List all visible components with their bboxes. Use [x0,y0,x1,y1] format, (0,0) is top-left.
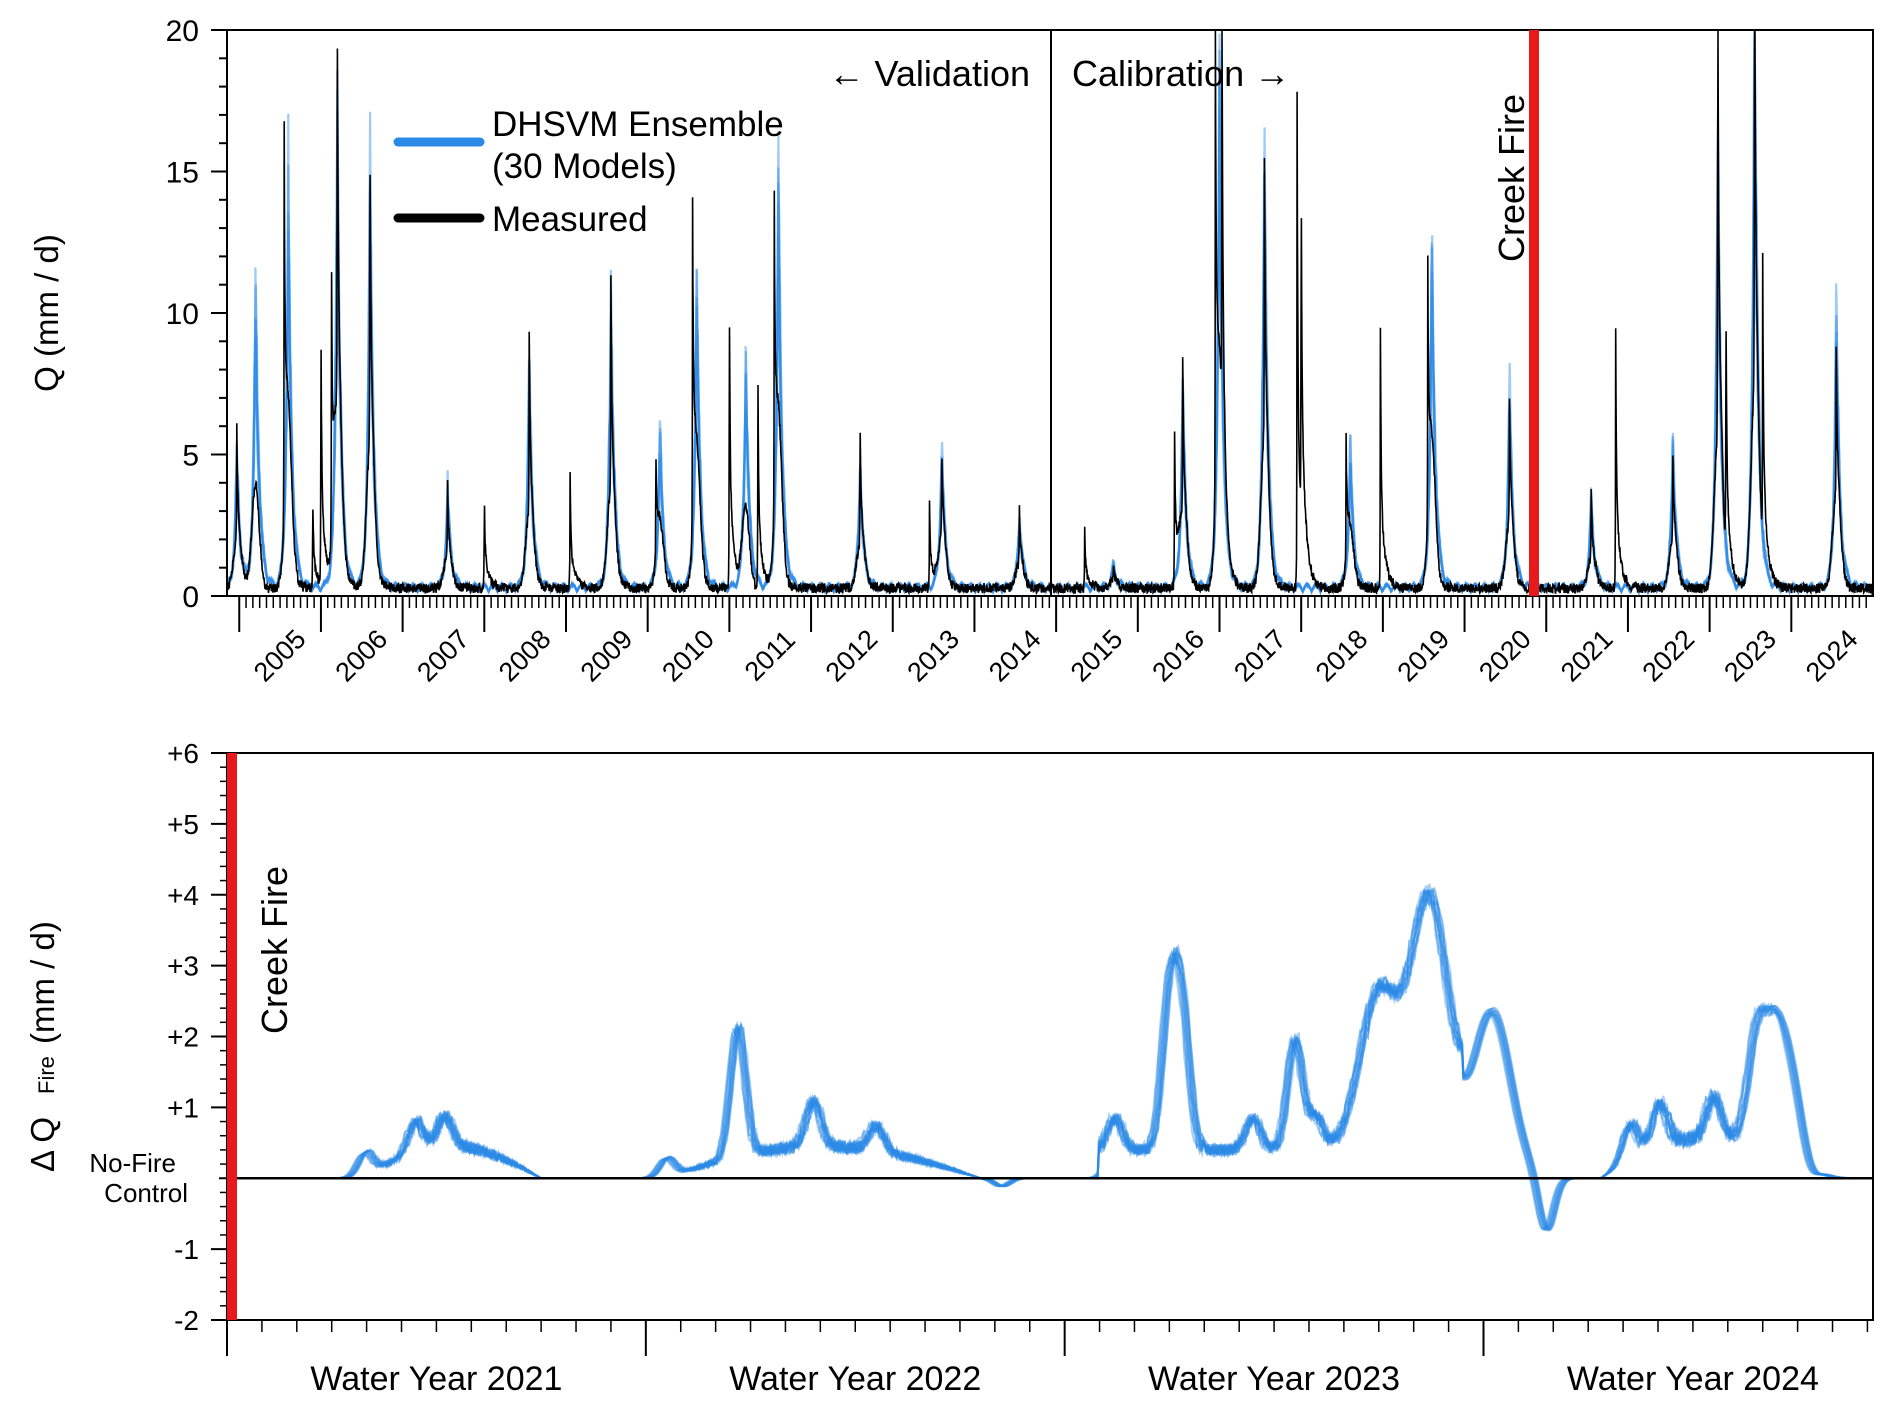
top-x-tick-label: 2023 [1718,624,1782,688]
top-x-tick-label: 2005 [248,624,312,688]
ensemble-member-line [225,83,1874,597]
ensemble-member-line [225,29,1874,597]
delta-q-unit: (mm / d) [24,921,61,1044]
top-y-tick-label: 10 [166,298,199,331]
bottom-y-tick-label: +3 [167,951,199,982]
top-x-tick-label: 2017 [1228,624,1292,688]
top-x-tick-label: 2008 [493,624,557,688]
ensemble-member-line [225,49,1874,596]
top-x-tick-label: 2024 [1800,624,1864,688]
top-x-tick-label: 2013 [901,624,965,688]
legend: DHSVM Ensemble (30 Models) Measured [393,105,784,239]
delta-q-label: Δ Q [24,1117,61,1172]
no-fire-label: No-Fire [89,1148,176,1178]
bottom-y-tick-label: +4 [167,880,199,911]
top-x-tick-label: 2022 [1637,624,1701,688]
ensemble-member-line [226,107,1874,597]
top-x-tick-label: 2019 [1392,624,1456,688]
ensemble-member-line [226,29,1874,597]
bottom-creek-fire-bar [227,753,237,1320]
ensemble-member-line [226,113,1874,597]
top-creek-fire-label: Creek Fire [1491,94,1532,262]
top-x-tick-label: 2010 [656,624,720,688]
measured-line [226,29,1874,596]
calibration-label: Calibration → [1072,53,1290,94]
top-x-tick-label: 2011 [739,625,801,687]
bottom-panel: -2-1+1+2+3+4+5+6 Water Year 2021 Water Ye… [24,738,1874,1398]
bottom-y-tick-label: -1 [174,1234,199,1265]
top-y-axis-label: Q (mm / d) [28,234,65,392]
top-y-tick-label: 15 [166,157,199,190]
bottom-y-tick-label: +1 [167,1092,199,1123]
bottom-y-tick-label: +5 [167,809,199,840]
legend-ensemble-label: DHSVM Ensemble [492,105,784,144]
bottom-x-tick-label: Water Year 2023 [1148,1360,1400,1398]
top-x-tick-label: 2014 [983,624,1047,688]
top-x-tick-label: 2015 [1065,624,1129,688]
bottom-y-tick-label: -2 [174,1305,199,1336]
top-y-tick-label: 20 [166,15,199,48]
top-x-axis: 2005 2006 2007 2008 2009 2010 2011 2012 2013 2014… [238,596,1867,688]
top-y-tick-label: 0 [182,581,199,614]
legend-measured-label: Measured [492,200,648,239]
validation-label: ← Validation [829,53,1030,94]
bottom-y-axis: -2 -1 +1 +2 +3 +4 +5 +6 [167,738,227,1336]
top-measured-series [226,29,1874,596]
bottom-y-tick-label: +6 [167,738,199,769]
top-x-tick-label: 2007 [411,624,475,688]
top-x-tick-label: 2021 [1555,624,1619,688]
top-ensemble-series [225,29,1874,597]
bottom-x-axis: Water Year 2021 Water Year 2022 Water Year… [226,1320,1869,1398]
bottom-x-tick-label: Water Year 2024 [1567,1360,1819,1398]
delta-q-subscript: Fire [34,1056,59,1094]
control-label: Control [104,1178,188,1208]
top-panel: 0 5 10 15 20 2005 2006 2007 2008 2009 2010 2011 201… [28,15,1874,688]
top-y-tick-label: 5 [182,440,199,473]
bottom-y-axis-label: Δ Q Fire (mm / d) [24,921,61,1172]
bottom-x-tick-label: Water Year 2022 [729,1360,981,1398]
top-x-tick-label: 2009 [575,624,639,688]
bottom-creek-fire-label: Creek Fire [254,866,295,1034]
top-x-tick-label: 2006 [330,624,394,688]
top-x-tick-label: 2012 [820,624,884,688]
bottom-x-tick-label: Water Year 2021 [310,1360,562,1398]
legend-ensemble-sublabel: (30 Models) [492,147,677,186]
bottom-plot-frame [226,752,1874,1321]
top-creek-fire-bar [1528,30,1539,596]
top-x-tick-label: 2018 [1310,624,1374,688]
bottom-y-tick-label: +2 [167,1022,199,1053]
top-y-axis: 0 5 10 15 20 [166,15,227,614]
top-x-tick-label: 2020 [1473,624,1537,688]
top-x-tick-label: 2016 [1146,624,1210,688]
